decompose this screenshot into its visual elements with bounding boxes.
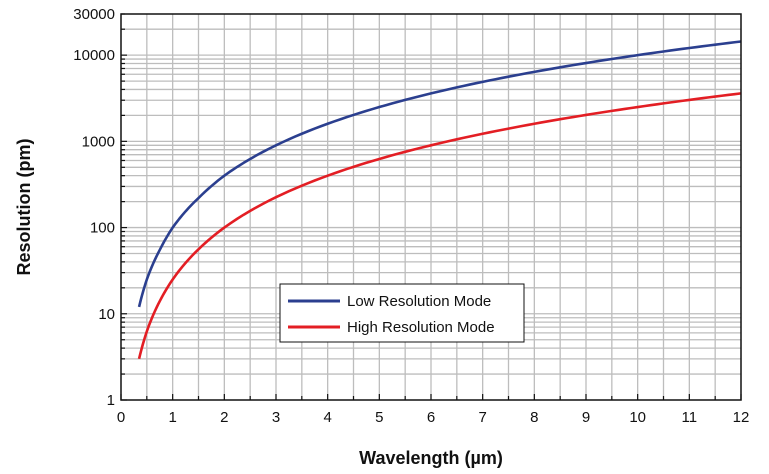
x-tick-label: 7 bbox=[478, 409, 486, 426]
x-tick-label: 4 bbox=[323, 409, 331, 426]
y-tick-label: 1 bbox=[107, 392, 115, 409]
legend-label-low: Low Resolution Mode bbox=[347, 293, 491, 310]
x-tick-label: 3 bbox=[272, 409, 280, 426]
legend-label-high: High Resolution Mode bbox=[347, 319, 495, 336]
y-tick-label: 1000 bbox=[82, 133, 115, 150]
legend: Low Resolution Mode High Resolution Mode bbox=[279, 283, 525, 343]
x-tick-label: 0 bbox=[117, 409, 125, 426]
x-tick-label: 6 bbox=[427, 409, 435, 426]
x-tick-label: 1 bbox=[168, 409, 176, 426]
y-tick-label: 30000 bbox=[73, 6, 115, 23]
y-tick-label: 10000 bbox=[73, 47, 115, 64]
y-axis-label: Resolution (pm) bbox=[14, 139, 34, 276]
series-low-resolution-line bbox=[137, 40, 742, 308]
series-lines bbox=[137, 40, 742, 360]
x-tick-label: 12 bbox=[733, 409, 750, 426]
x-tick-label: 2 bbox=[220, 409, 228, 426]
y-tick-label: 10 bbox=[98, 306, 115, 323]
y-tick-label: 100 bbox=[90, 220, 115, 237]
x-tick-label: 9 bbox=[582, 409, 590, 426]
x-tick-label: 11 bbox=[682, 409, 698, 426]
legend-box bbox=[279, 283, 525, 343]
x-axis-label: Wavelength (µm) bbox=[359, 448, 503, 468]
x-tick-label: 10 bbox=[629, 409, 646, 426]
series-high-resolution-line bbox=[137, 92, 742, 360]
ticks bbox=[120, 13, 742, 401]
x-tick-label: 8 bbox=[530, 409, 538, 426]
x-tick-label: 5 bbox=[375, 409, 383, 426]
